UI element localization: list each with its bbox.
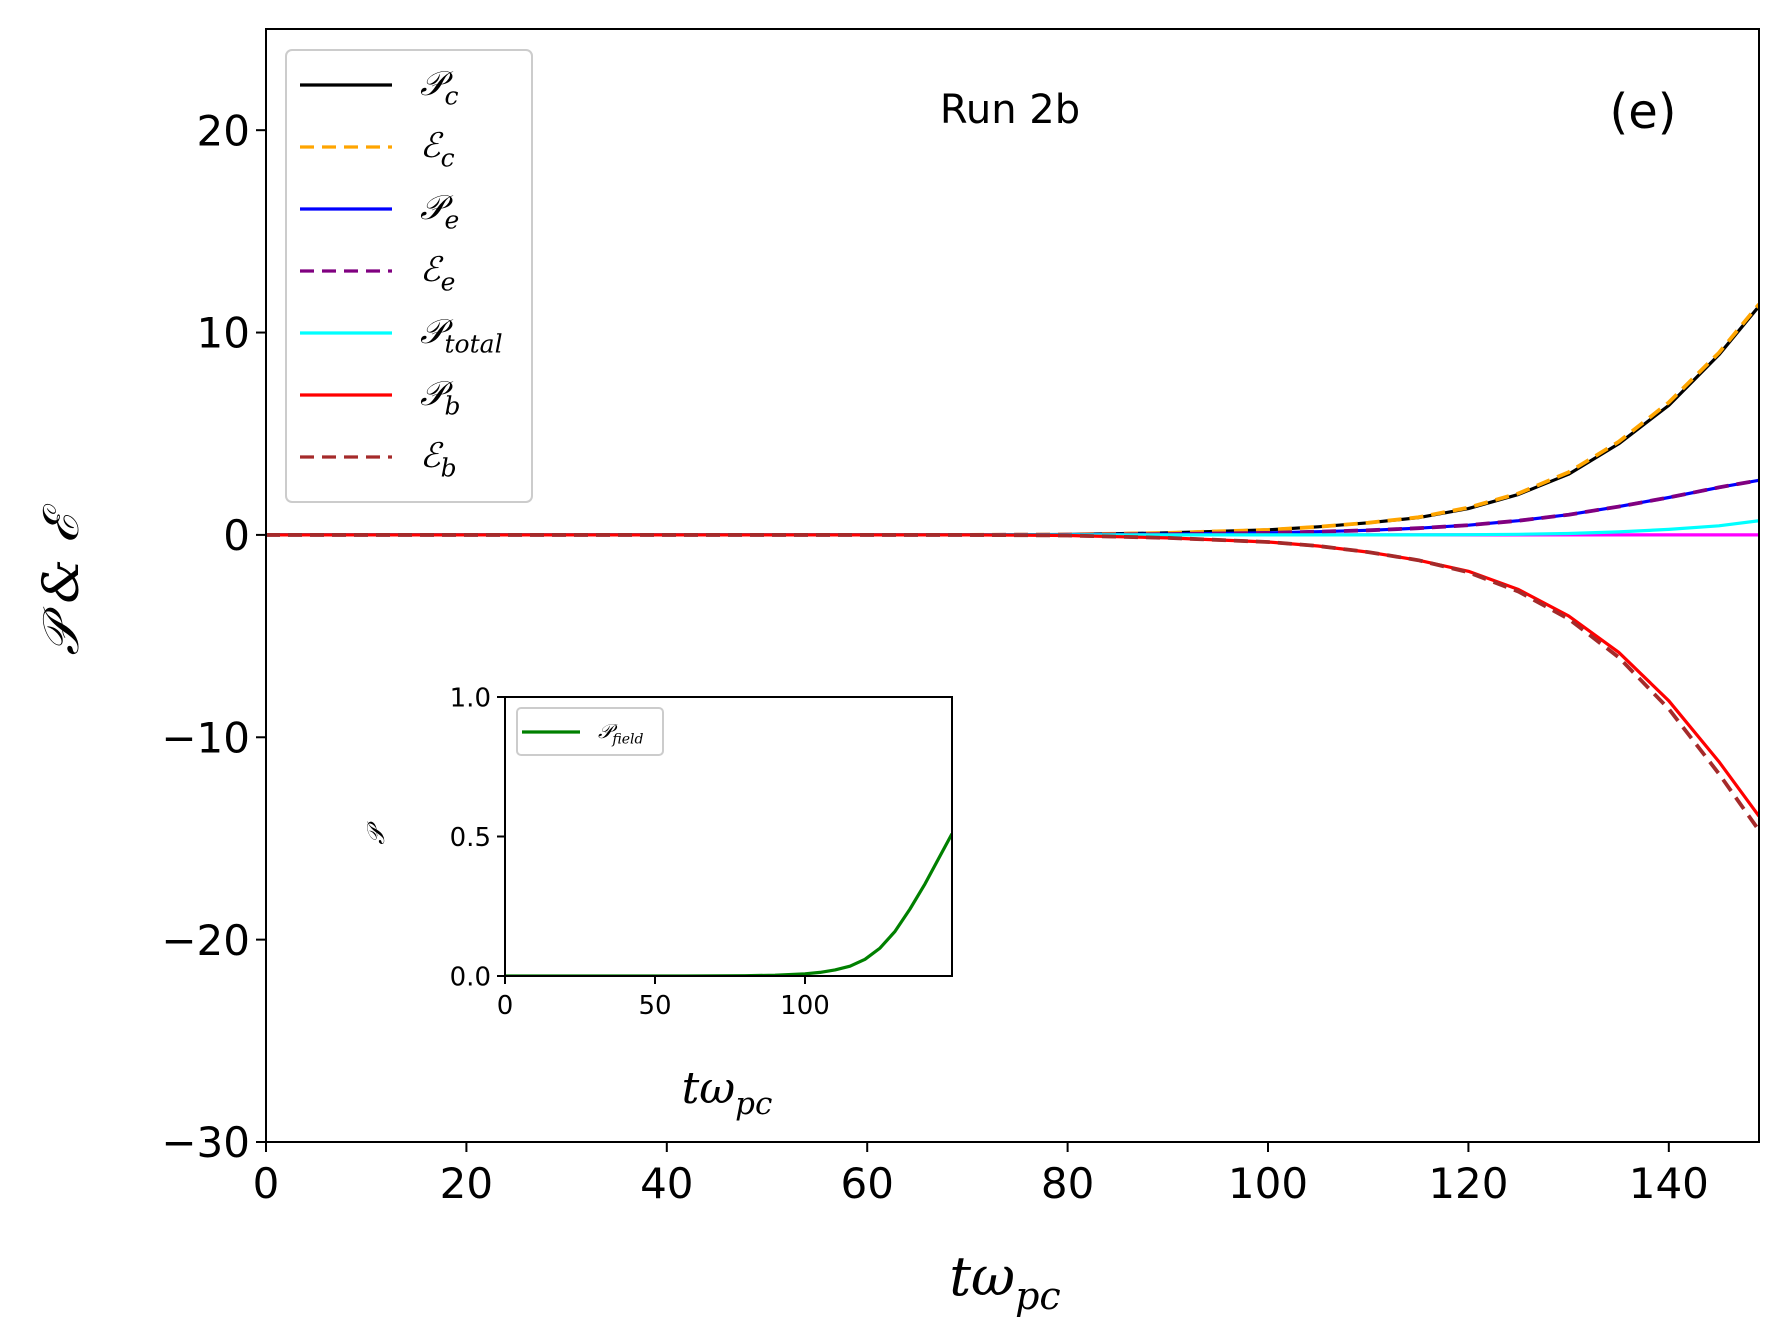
y-tick-label: 0.5	[450, 823, 491, 853]
legend-label-Eb: ℰb	[420, 436, 457, 483]
main-y-axis-label: 𝒫 & ℰ	[32, 503, 90, 655]
x-tick-label: 50	[638, 991, 671, 1021]
y-tick-label: 10	[197, 309, 250, 358]
series-line-Eb	[266, 533, 1759, 832]
series-line-Ee	[266, 478, 1759, 537]
x-tick-label: 40	[640, 1159, 693, 1208]
main-plot-frame	[265, 28, 1760, 1143]
x-tick-label: 80	[1041, 1159, 1094, 1208]
y-tick-label: 0	[223, 511, 250, 560]
y-tick-label: −20	[161, 916, 250, 965]
main-x-axis-label: tωpc	[949, 1245, 1060, 1318]
run-annotation: Run 2b	[940, 87, 1080, 133]
x-tick-label: 100	[780, 991, 830, 1021]
x-tick-label: 60	[840, 1159, 893, 1208]
x-tick-label: 140	[1629, 1159, 1709, 1208]
main-y-ticks: −30 −20 −10 0 10 20	[161, 106, 266, 1167]
inset-x-ticks: 0 50 100	[497, 976, 830, 1021]
x-tick-label: 20	[440, 1159, 493, 1208]
y-tick-label: 0.0	[450, 962, 491, 992]
main-plot: 0 20 40 60 80 100 120 140 −30 −20 −10 0 10 20 Run 2b…	[32, 28, 1760, 1318]
main-legend-box	[285, 49, 533, 503]
x-tick-label: 0	[497, 991, 514, 1021]
inset-x-axis-label: tωpc	[682, 1063, 773, 1122]
y-tick-label: −10	[161, 713, 250, 762]
y-tick-label: 20	[197, 106, 250, 155]
main-x-ticks: 0 20 40 60 80 100 120 140	[253, 1142, 1709, 1208]
legend-label-Ec: ℰc	[420, 126, 455, 173]
inset-legend: 𝒫field	[516, 707, 664, 756]
inset-legend-box	[516, 707, 664, 756]
x-tick-label: 120	[1428, 1159, 1508, 1208]
series-line-Ec	[266, 302, 1759, 537]
inset-y-ticks: 0.0 0.5 1.0	[450, 683, 505, 992]
main-series-lines	[266, 302, 1759, 832]
x-tick-label: 100	[1228, 1159, 1308, 1208]
legend-label-Ptotal: 𝒫total	[420, 312, 503, 359]
x-tick-label: 0	[253, 1159, 280, 1208]
y-tick-label: 1.0	[450, 683, 491, 713]
inset-plot: 0 50 100 0.00.51.0 tωpc 𝒫 𝒫field	[362, 683, 953, 1122]
legend-label-Ee: ℰe	[420, 250, 455, 297]
panel-label: (e)	[1610, 84, 1677, 140]
y-tick-label: −30	[161, 1118, 250, 1167]
